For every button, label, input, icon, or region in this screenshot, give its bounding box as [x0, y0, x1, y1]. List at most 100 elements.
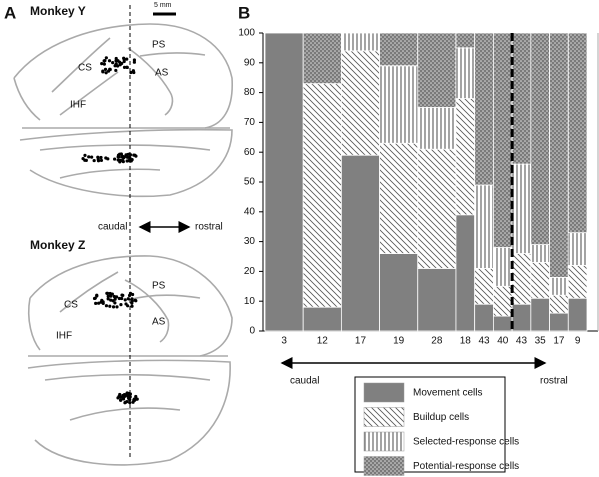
site-dot [111, 299, 115, 303]
site-dot [128, 401, 132, 405]
x-tick-label: 17 [553, 336, 565, 347]
site-dot [115, 295, 119, 299]
site-dot [113, 301, 117, 305]
site-dot [123, 401, 127, 405]
bar-segment [264, 32, 304, 332]
site-dot [115, 305, 119, 309]
site-dot [126, 297, 130, 301]
scale-label: 5 mm [154, 2, 172, 9]
site-dot [125, 57, 129, 61]
bar-segment [340, 50, 380, 156]
panel-label: B [238, 3, 250, 22]
site-dot [128, 392, 132, 396]
site-dot [102, 62, 106, 66]
bar-segment [340, 154, 380, 332]
site-dot [106, 294, 110, 298]
sulcus-label: AS [155, 68, 169, 79]
sulcus-label: IHF [70, 100, 86, 111]
site-dot [135, 397, 139, 401]
site-dot [101, 300, 105, 304]
bar-segment [567, 297, 588, 332]
site-dot [119, 303, 123, 307]
site-dot [114, 62, 118, 66]
site-dot [83, 153, 87, 158]
site-dot [132, 397, 136, 401]
site-dot [130, 299, 134, 303]
bar-segment [567, 232, 588, 266]
bar-segment [455, 214, 476, 332]
direction-label: rostral [195, 222, 223, 233]
site-dot [116, 158, 120, 162]
site-dot [107, 59, 112, 63]
bar-segment [492, 32, 513, 248]
site-dot [128, 153, 133, 157]
site-dot [132, 153, 136, 157]
bar-segment [379, 65, 419, 144]
site-dot [127, 159, 131, 163]
site-dot [81, 157, 85, 161]
bar-segment [492, 247, 513, 287]
site-dot [124, 153, 128, 157]
bar-segment [455, 47, 476, 99]
y-tick-label: 90 [244, 57, 256, 68]
bar-segment [379, 32, 419, 67]
bar-segment [379, 142, 419, 254]
sulcus-label: PS [152, 281, 166, 292]
site-dot [117, 155, 121, 159]
site-dot [113, 157, 117, 161]
direction-label: caudal [290, 376, 319, 387]
legend-label: Potential-response cells [413, 461, 519, 472]
site-dot [125, 65, 129, 69]
x-tick-label: 18 [460, 336, 472, 347]
site-dot [121, 393, 125, 398]
site-dot [125, 155, 130, 159]
bar-segment [340, 32, 380, 52]
x-tick-label: 9 [575, 336, 581, 347]
y-tick-label: 0 [249, 326, 255, 337]
site-dot [121, 396, 125, 400]
sulcus-label: CS [64, 300, 78, 311]
site-dot [119, 398, 123, 402]
bar-segment [417, 107, 457, 150]
legend-label: Movement cells [413, 388, 482, 399]
x-tick-label: 43 [478, 336, 490, 347]
x-tick-label: 43 [516, 336, 528, 347]
site-dot [104, 71, 108, 75]
sulcus-label: IHF [56, 331, 72, 342]
bar-segment [379, 253, 419, 332]
bar-segment [302, 32, 342, 85]
bar-segment [530, 297, 550, 332]
panel-label: A [4, 3, 16, 22]
legend-swatch [363, 431, 405, 452]
y-tick-label: 80 [244, 87, 256, 98]
bar-segment [474, 303, 494, 332]
y-tick-label: 50 [244, 177, 256, 188]
bar-segment [511, 32, 532, 165]
site-dot [92, 296, 97, 301]
legend-label: Selected-response cells [413, 437, 519, 448]
y-tick-label: 10 [244, 296, 256, 307]
site-dot [114, 56, 118, 61]
site-dot [120, 159, 125, 163]
bar-segment [455, 32, 476, 49]
bar-segment [549, 276, 569, 296]
site-dot [108, 304, 112, 308]
x-tick-label: 28 [431, 336, 443, 347]
site-dot [122, 59, 126, 64]
site-dot [114, 68, 118, 73]
y-tick-label: 100 [238, 28, 255, 39]
y-tick-label: 20 [244, 266, 256, 277]
site-dot [128, 291, 133, 296]
bar-segment [455, 98, 476, 216]
site-dot [133, 298, 137, 302]
bar-segment [549, 32, 569, 278]
direction-label: rostral [540, 376, 568, 387]
y-tick-label: 40 [244, 206, 256, 217]
x-tick-label: 19 [393, 336, 405, 347]
site-dot [132, 60, 136, 64]
site-dot [128, 398, 132, 402]
bar-segment [302, 83, 342, 308]
brain-z [27, 255, 233, 466]
site-dot [92, 158, 96, 163]
